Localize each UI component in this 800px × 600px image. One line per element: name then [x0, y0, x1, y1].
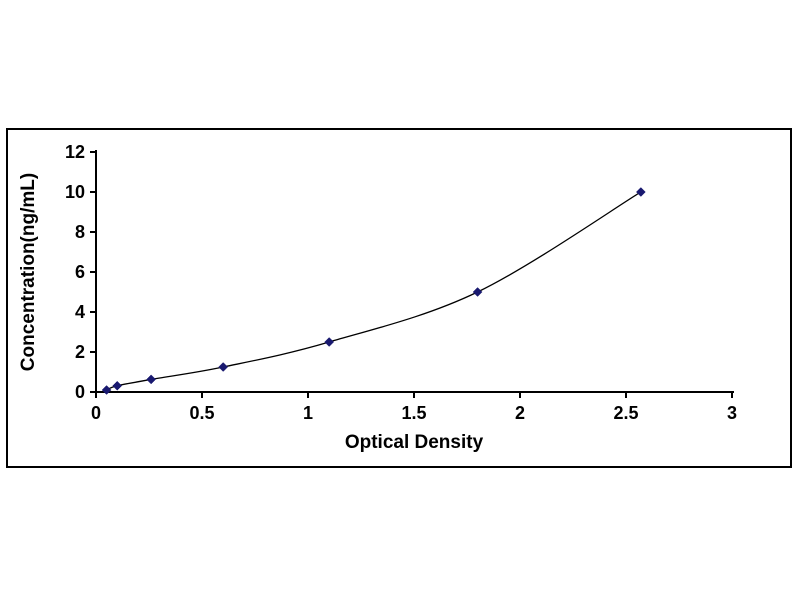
- data-point-marker: [635, 187, 646, 197]
- data-point-marker: [218, 362, 229, 372]
- y-tick-label: 0: [75, 382, 85, 402]
- x-tick-label: 1: [303, 403, 313, 423]
- data-point-marker: [472, 287, 483, 297]
- x-tick-label: 0.5: [189, 403, 214, 423]
- data-point-marker: [101, 385, 112, 395]
- y-tick-label: 8: [75, 222, 85, 242]
- x-tick-label: 0: [91, 403, 101, 423]
- x-tick-label: 3: [727, 403, 737, 423]
- data-point-marker: [112, 380, 123, 391]
- y-tick-label: 6: [75, 262, 85, 282]
- y-axis-title: Concentration(ng/mL): [18, 173, 39, 371]
- standard-curve-chart: 0 0.5 1 1.5 2 2.5 3 0 2 4 6 8 10 12 Optical Density Con…: [18, 142, 737, 453]
- data-point-marker: [146, 374, 156, 385]
- chart-frame: 0 0.5 1 1.5 2 2.5 3 0 2 4 6 8 10 12 Optical Density Con…: [6, 128, 792, 468]
- y-tick-label: 4: [75, 302, 85, 322]
- x-axis-title: Optical Density: [345, 432, 484, 453]
- x-tick-label: 1.5: [401, 403, 426, 423]
- curve-line: [106, 191, 642, 391]
- y-tick-label: 12: [65, 142, 85, 162]
- data-point-marker: [324, 337, 335, 347]
- y-tick-label: 2: [75, 342, 85, 362]
- x-tick-label: 2: [515, 403, 525, 423]
- y-tick-label: 10: [65, 182, 85, 202]
- x-tick-label: 2.5: [613, 403, 638, 423]
